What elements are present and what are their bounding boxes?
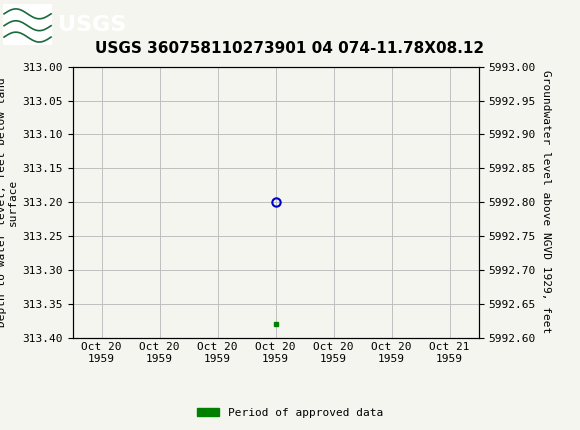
Y-axis label: Depth to water level, feet below land
surface: Depth to water level, feet below land su… xyxy=(0,77,18,327)
Bar xyxy=(3,4,52,46)
Y-axis label: Groundwater level above NGVD 1929, feet: Groundwater level above NGVD 1929, feet xyxy=(541,71,551,334)
Text: USGS 360758110273901 04 074-11.78X08.12: USGS 360758110273901 04 074-11.78X08.12 xyxy=(96,41,484,56)
Legend: Period of approved data: Period of approved data xyxy=(193,403,387,422)
Text: USGS: USGS xyxy=(58,15,126,35)
